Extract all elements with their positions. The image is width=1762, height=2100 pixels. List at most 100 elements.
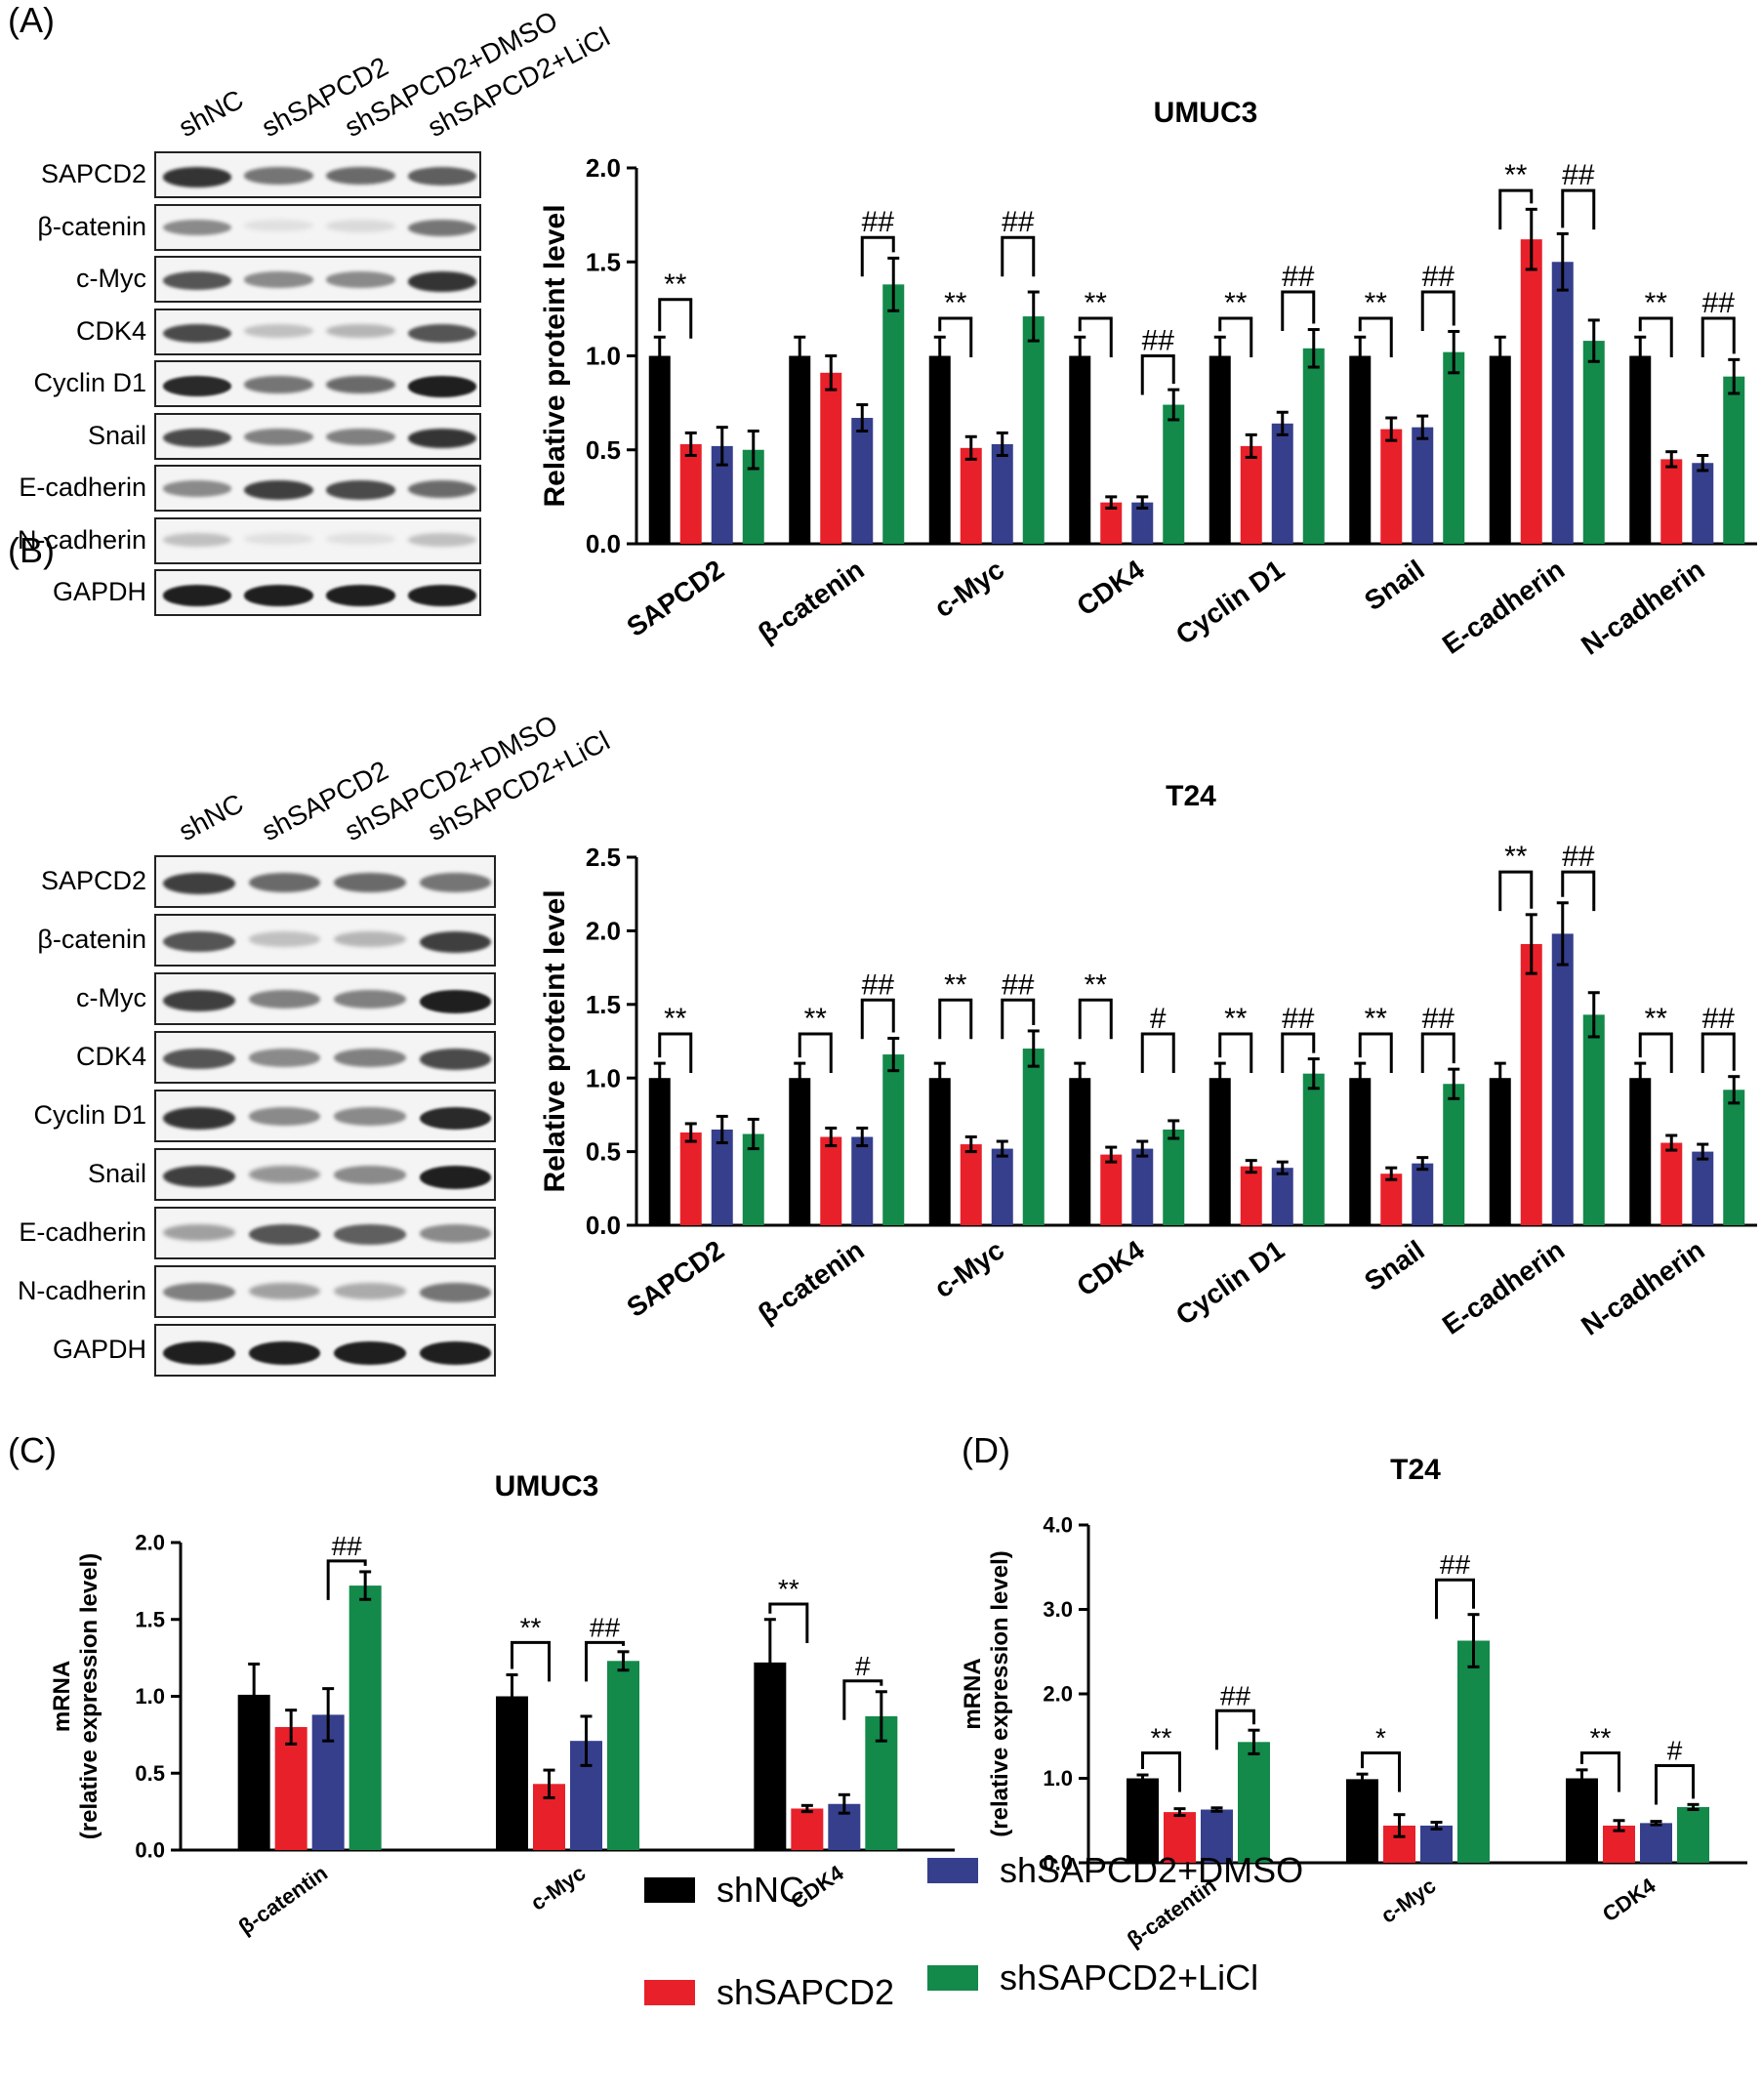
significance-mark: ** <box>520 1612 542 1642</box>
significance-bracket <box>658 298 693 339</box>
blot-b-band <box>334 1166 406 1184</box>
y-tick-label: 4.0 <box>1043 1513 1073 1538</box>
bar <box>1302 348 1325 544</box>
bar <box>1069 355 1091 544</box>
blot-b-band <box>163 1283 235 1302</box>
blot-a-band <box>407 585 477 606</box>
blot-a-band <box>326 219 395 232</box>
y-tick-label: 0.0 <box>135 1838 165 1863</box>
bar <box>1443 1084 1465 1225</box>
y-axis-label: (relative expression level) <box>76 1553 102 1839</box>
significance-bracket <box>1580 1751 1620 1792</box>
blot-b-band <box>419 1107 491 1131</box>
significance-bracket <box>1655 1764 1695 1805</box>
significance-bracket <box>1361 1751 1401 1792</box>
significance-bracket <box>860 998 895 1040</box>
blot-a-row-label: GAPDH <box>52 577 146 606</box>
bar <box>1566 1778 1598 1863</box>
y-tick-label: 3.0 <box>1043 1597 1073 1622</box>
blot-b-band-strip <box>154 855 496 908</box>
blot-b-row-label: β-catenin <box>37 925 146 954</box>
blot-a-band <box>326 532 395 546</box>
significance-bracket <box>1701 1032 1736 1073</box>
blot-a-row-label: Cyclin D1 <box>33 368 146 397</box>
blot-b-row-label: Snail <box>87 1159 146 1188</box>
blot-a-band <box>244 585 313 606</box>
significance-bracket <box>938 316 973 357</box>
blot-b-band <box>163 1166 235 1188</box>
y-axis-label: Relative proteint level <box>539 889 571 1192</box>
blot-b-band <box>248 1341 320 1365</box>
significance-mark: ## <box>1702 1003 1736 1035</box>
blot-a-row-label: SAPCD2 <box>40 159 146 188</box>
blot-a-band <box>326 428 395 445</box>
bar <box>1629 355 1652 544</box>
x-category-label: Cyclin D1 <box>1170 1235 1290 1332</box>
significance-bracket <box>1420 1032 1455 1073</box>
significance-bracket <box>1498 188 1534 230</box>
legend-label: shSAPCD2+LiCl <box>1000 1957 1259 1997</box>
bar <box>1271 1168 1293 1225</box>
legend-label: shSAPCD2+DMSO <box>1000 1850 1304 1890</box>
bar <box>1131 502 1154 544</box>
x-category-label: N-cadherin <box>1576 555 1710 661</box>
significance-mark: ## <box>1002 206 1035 238</box>
legend-swatch <box>644 1877 695 1903</box>
blot-a-band <box>162 376 232 397</box>
bar <box>648 355 671 544</box>
y-tick-label: 1.5 <box>586 990 621 1019</box>
y-axis-label: mRNA <box>49 1661 75 1732</box>
panel-label-a: (A) <box>8 0 55 40</box>
legend-item-shnc: shNC <box>644 1870 804 1911</box>
blot-a-row-label: Snail <box>87 420 146 450</box>
significance-mark: ## <box>1220 1680 1251 1710</box>
blot-a-band <box>244 167 313 185</box>
significance-mark: ## <box>1282 261 1315 293</box>
significance-bracket <box>1498 870 1534 912</box>
bar <box>1457 1640 1490 1863</box>
significance-bracket <box>860 235 895 277</box>
bar <box>991 1148 1013 1225</box>
significance-bracket <box>1001 235 1036 277</box>
blot-b-band <box>248 1107 320 1126</box>
y-axis-label: (relative expression level) <box>987 1550 1013 1836</box>
significance-bracket <box>1561 188 1596 230</box>
blot-b-row-label: N-cadherin <box>17 1276 146 1305</box>
x-category-label: N-cadherin <box>1576 1235 1710 1341</box>
legend-swatch <box>927 1858 978 1883</box>
bar <box>1100 502 1123 544</box>
bar <box>1240 1166 1262 1225</box>
blot-b-band <box>419 873 491 892</box>
significance-mark: ## <box>1282 1003 1315 1035</box>
significance-mark: ** <box>1365 287 1388 319</box>
bar <box>1723 1090 1745 1225</box>
blot-b-band <box>163 931 235 953</box>
bar <box>348 1585 382 1850</box>
bar <box>274 1727 307 1850</box>
blot-a-band <box>407 167 477 185</box>
blot-a-band <box>162 219 232 236</box>
significance-bracket <box>1435 1578 1475 1620</box>
chart-title: T24 <box>1390 1454 1441 1486</box>
bar <box>1271 423 1293 544</box>
significance-mark: ** <box>1224 287 1248 319</box>
y-tick-label: 1.0 <box>586 342 621 371</box>
chart-title: UMUC3 <box>1154 97 1258 129</box>
significance-mark: ** <box>1365 1003 1388 1035</box>
significance-bracket <box>1638 1032 1673 1073</box>
bar <box>679 443 702 544</box>
x-category-label: Cyclin D1 <box>1170 555 1290 651</box>
blot-b-band-strip <box>154 914 496 967</box>
blot-a-band-strip <box>154 256 481 303</box>
blot-b-row-label: SAPCD2 <box>40 866 146 895</box>
significance-bracket <box>1218 316 1253 357</box>
panel-label-d: (D) <box>962 1430 1010 1470</box>
bar <box>820 372 842 544</box>
bar <box>1238 1742 1270 1863</box>
x-category-label: SAPCD2 <box>621 1235 729 1324</box>
blot-b-band <box>163 1341 235 1365</box>
bar <box>1640 1823 1672 1863</box>
significance-bracket <box>1141 1751 1181 1792</box>
significance-bracket <box>1281 290 1316 332</box>
